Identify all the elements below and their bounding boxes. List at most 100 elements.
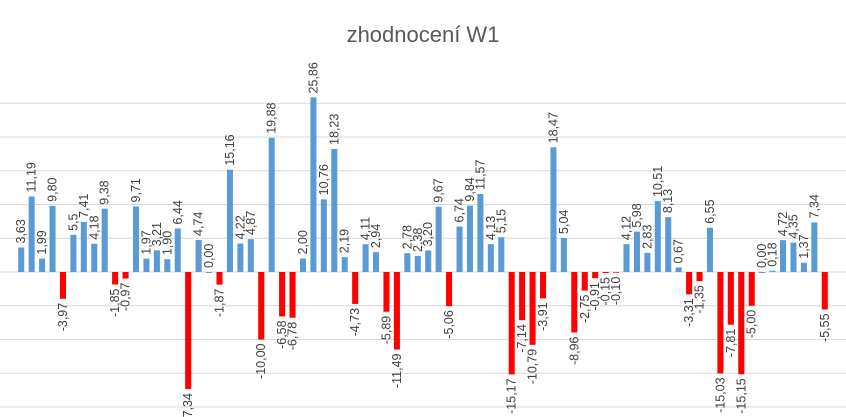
data-label: -15,17 xyxy=(505,378,519,413)
data-label: -3,91 xyxy=(536,302,550,331)
bar xyxy=(414,255,421,272)
data-label: -10,00 xyxy=(254,343,268,378)
data-label: 4,87 xyxy=(244,211,258,235)
bar xyxy=(790,242,797,272)
data-label: 1,37 xyxy=(797,234,811,258)
bar xyxy=(258,272,265,340)
bar xyxy=(435,206,442,272)
bar xyxy=(550,147,557,272)
bar xyxy=(404,253,411,272)
data-label: -1,87 xyxy=(213,289,227,318)
data-label: 5,5 xyxy=(66,213,80,230)
data-label: 4,11 xyxy=(359,217,373,240)
data-label: 4,22 xyxy=(233,215,247,239)
data-label: -6,58 xyxy=(275,320,289,349)
data-label: 2,00 xyxy=(296,230,310,254)
data-label: 19,88 xyxy=(265,102,279,133)
bar xyxy=(362,244,369,272)
data-label: 9,80 xyxy=(46,177,60,201)
data-label: 6,55 xyxy=(703,199,717,223)
bar xyxy=(654,201,661,272)
bar xyxy=(28,196,35,272)
bars xyxy=(18,97,828,390)
bar xyxy=(571,272,578,333)
bar xyxy=(18,247,25,272)
data-label: -1,35 xyxy=(693,285,707,314)
data-label: -4,73 xyxy=(348,308,362,337)
bar xyxy=(143,258,150,272)
data-label: 4,35 xyxy=(786,214,800,238)
data-label: 3,63 xyxy=(14,219,28,243)
bar xyxy=(696,272,703,282)
bar xyxy=(279,272,286,317)
data-label: 6,44 xyxy=(171,200,185,224)
bar xyxy=(91,243,98,272)
data-label: 4,12 xyxy=(620,216,634,240)
bar xyxy=(80,221,87,272)
data-label: -5,06 xyxy=(442,310,456,339)
data-label: 0,67 xyxy=(672,239,686,263)
bar xyxy=(623,244,630,272)
data-label: -0,10 xyxy=(609,277,623,306)
bar xyxy=(498,237,505,272)
bar xyxy=(748,272,755,306)
data-label: 25,86 xyxy=(306,62,320,93)
data-label: 1,99 xyxy=(35,230,49,254)
data-label: -5,89 xyxy=(379,316,393,345)
bar xyxy=(39,258,46,272)
data-label: -3,31 xyxy=(682,298,696,327)
bar xyxy=(195,240,202,272)
bar xyxy=(675,267,682,272)
bar xyxy=(665,217,672,272)
bar xyxy=(456,226,463,272)
bar xyxy=(122,272,129,279)
data-label: 10,51 xyxy=(651,166,665,197)
bar xyxy=(508,272,515,375)
bar xyxy=(247,239,254,272)
data-label: 11,57 xyxy=(473,159,487,189)
data-labels: 3,63 11,19 1,99 9,80 -3,97 5,57,414,18 9,38 -1,… xyxy=(14,62,832,417)
bar xyxy=(393,272,400,350)
data-label: 3,21 xyxy=(150,222,164,246)
bar xyxy=(602,272,609,274)
data-label: 3,20 xyxy=(421,222,435,246)
data-label: 11,19 xyxy=(25,162,39,192)
bar xyxy=(425,250,432,272)
bar xyxy=(487,244,494,272)
bar xyxy=(613,272,620,273)
bar xyxy=(477,193,484,272)
data-label: -5,00 xyxy=(745,310,759,339)
bar xyxy=(112,272,119,285)
data-label: 2,78 xyxy=(400,225,414,249)
bar xyxy=(581,272,588,291)
data-label: -7,81 xyxy=(724,329,738,358)
bar xyxy=(780,240,787,272)
data-label: -5,55 xyxy=(818,313,832,342)
bar xyxy=(352,272,359,304)
bar xyxy=(446,272,453,307)
data-label: -8,96 xyxy=(567,336,581,365)
bar xyxy=(811,222,818,272)
data-label: 1,90 xyxy=(160,231,174,255)
bar xyxy=(706,227,714,272)
bar xyxy=(383,272,390,312)
bar xyxy=(70,234,77,273)
data-label: 4,74 xyxy=(192,212,206,236)
gridlines xyxy=(0,102,846,408)
data-label: -11,49 xyxy=(390,354,404,389)
bar xyxy=(237,243,244,272)
data-label: 10,76 xyxy=(317,164,331,195)
bar xyxy=(101,208,108,272)
bar xyxy=(310,97,317,272)
data-label: 2,38 xyxy=(411,228,425,252)
bar xyxy=(59,272,66,299)
bar xyxy=(717,272,724,374)
bar xyxy=(268,137,275,272)
bar xyxy=(341,257,348,272)
bar xyxy=(320,199,327,272)
data-label: 4,18 xyxy=(87,215,101,239)
bar xyxy=(686,272,693,295)
data-label: -2,75 xyxy=(578,295,592,324)
data-label: 2,19 xyxy=(338,229,352,253)
